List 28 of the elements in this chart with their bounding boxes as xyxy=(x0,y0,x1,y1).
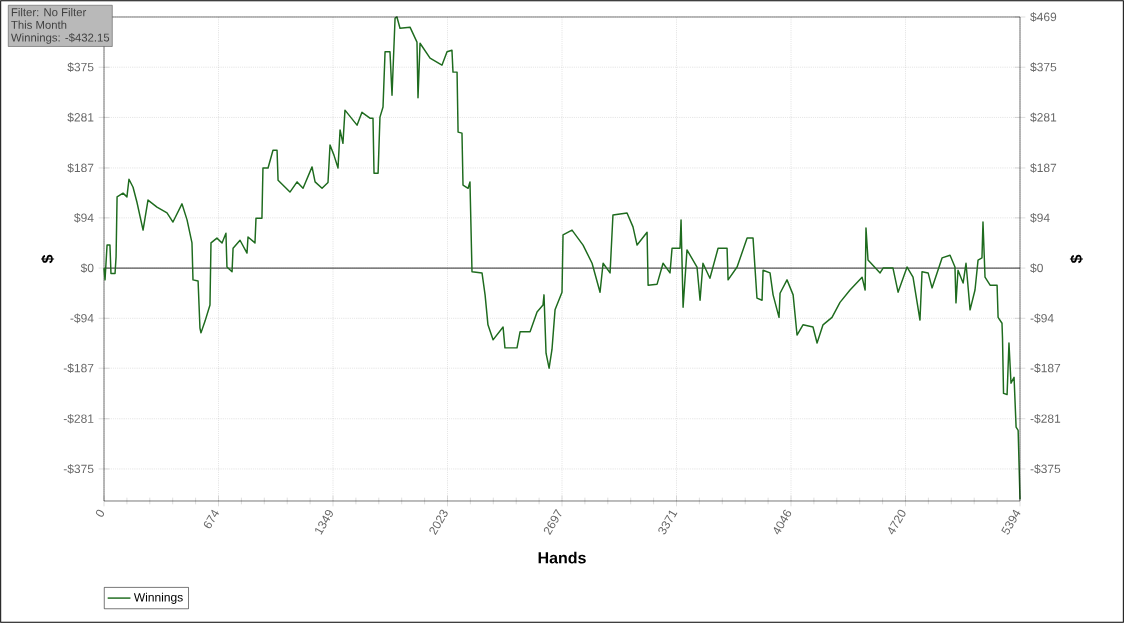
y-axis-title: $ xyxy=(41,254,55,264)
y2-tick-label: -$94 xyxy=(1030,313,1054,324)
y-tick-label: $94 xyxy=(74,213,94,223)
y2-tick-label: $469 xyxy=(1030,12,1057,22)
y2-axis-title: $ xyxy=(1069,254,1083,264)
y-tick-label: $187 xyxy=(67,163,94,173)
annotation: Winnings: -$432.15 xyxy=(10,33,110,44)
y2-tick-label: $94 xyxy=(1030,213,1050,223)
y-tick-label: $375 xyxy=(67,62,94,73)
x-tick-label: 674 xyxy=(203,509,219,529)
text: This Month xyxy=(11,20,67,29)
y2-tick-label: $281 xyxy=(1030,112,1057,123)
y2-tick-label: $187 xyxy=(1030,163,1057,173)
y2-tick-label: -$187 xyxy=(1030,363,1061,374)
y-tick-label: -$375 xyxy=(63,464,94,474)
x-tick-label: 0 xyxy=(95,509,105,517)
y-tick-label: -$187 xyxy=(63,363,94,374)
y2-tick-label: -$375 xyxy=(1030,464,1061,474)
text: Filter: No Filter xyxy=(11,7,87,17)
legend-label: Winnings xyxy=(133,592,183,604)
x-axis-title: Hands xyxy=(538,551,586,564)
y-tick-label: -$94 xyxy=(70,313,94,324)
y2-tick-label: -$281 xyxy=(1030,413,1061,424)
y2-tick-label: $375 xyxy=(1030,62,1057,73)
y-tick-label: $0 xyxy=(80,263,94,273)
y-tick-label: -$281 xyxy=(63,413,94,424)
y2-tick-label: $0 xyxy=(1030,263,1043,273)
y-tick-label: $281 xyxy=(67,112,94,123)
